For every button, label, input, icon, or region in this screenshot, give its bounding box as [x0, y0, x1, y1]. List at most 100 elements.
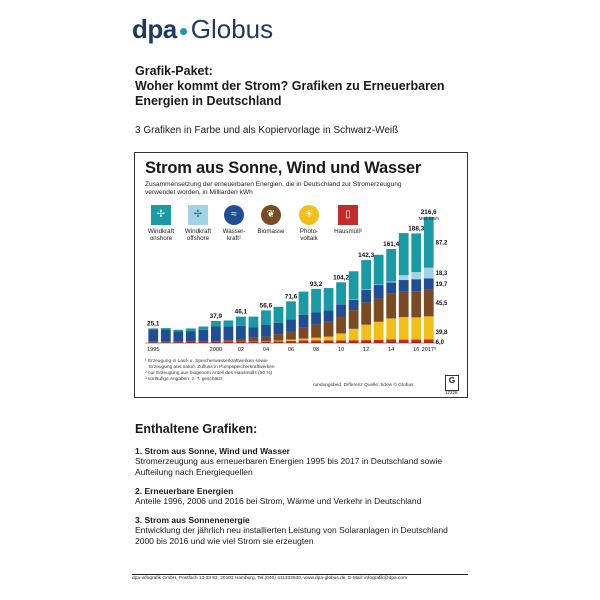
bar-segment [210, 326, 221, 341]
legend-item-household-waste: ▯ Hausmüll² [330, 205, 366, 235]
list-item: 3. Strom aus Sonnenenergie Entwicklung d… [135, 515, 475, 547]
legend-item-wind-onshore: ✢ Windkraft onshore [143, 205, 179, 242]
bar-segment [336, 304, 346, 317]
chart-subtitle: Zusammensetzung der erneuerbaren Energie… [145, 181, 445, 197]
total-label: 25,1 [147, 320, 160, 327]
bar-segment [386, 248, 397, 282]
total-label: 142,3 [358, 252, 374, 259]
bar-segment [261, 336, 271, 342]
bar-segment [423, 278, 434, 290]
bar-segment [323, 288, 334, 311]
dpa-globus-logo: dpa Globus [132, 14, 273, 45]
x-tick-label: 02 [238, 347, 244, 353]
bar-segment [298, 314, 309, 328]
bar-segment [298, 338, 309, 341]
bar-segment [286, 319, 296, 331]
bar-segment [248, 316, 259, 328]
bar-segment [323, 340, 334, 343]
headline-line-1: Woher kommt der Strom? Grafiken zu Erneu… [135, 79, 445, 93]
x-tick-label: 10 [338, 347, 344, 353]
bar-segment [311, 312, 321, 325]
bar-segment [373, 298, 384, 322]
bar-segment [185, 341, 196, 342]
bar-segment [423, 289, 434, 317]
bar-segment [223, 326, 234, 341]
bar-segment [273, 334, 284, 341]
footnote-1b: Erzeugung aus natürl. Zufluss in Pumpspe… [149, 365, 275, 370]
legend-label: Windkraft [184, 228, 212, 235]
legend-label: Wasser- [222, 228, 246, 235]
bar-segment [223, 340, 234, 342]
bar-segment [148, 328, 159, 330]
bar-segment [223, 341, 234, 343]
unit-label: Mrd. kWh [418, 216, 439, 222]
bar-segment [236, 341, 246, 343]
bar-segment [323, 321, 334, 337]
legend-label: offshore [186, 235, 210, 242]
bar-segment [148, 342, 159, 343]
bar-segment [348, 310, 359, 329]
footnote-2: ² nur Erzeugung aus biogenem Anteil des … [145, 371, 273, 376]
bar-segment [423, 267, 434, 279]
x-tick-label: 2000 [210, 347, 222, 353]
list-item: 1. Strom aus Sonne, Wind und Wasser Stro… [135, 446, 475, 478]
bar-segment [173, 341, 184, 343]
x-tick-label: 14 [388, 347, 394, 353]
intro-block: Grafik-Paket: Woher kommt der Strom? Gra… [135, 64, 475, 136]
wind-turbine-icon: ✢ [151, 205, 171, 225]
bar-segment [336, 316, 346, 334]
sun-icon: ☀ [299, 205, 319, 225]
series-end-label: 19,7 [436, 282, 448, 288]
bar-segment [398, 339, 409, 343]
bar-segment [173, 342, 184, 343]
footer-contact: dpa-infografik GmbH, Postfach 13 03 93, … [132, 576, 408, 581]
bar-segment [185, 328, 196, 332]
bar-segment [185, 341, 196, 343]
bar-segment [248, 337, 259, 342]
bar-segment [398, 291, 409, 318]
bar-segment [386, 293, 397, 319]
stacked-bar-chart: 25,1 37,9 46,1 56,6 71,6 93,2 104,2 142,3 161,4 1… [145, 209, 448, 353]
bar-segment [373, 284, 384, 286]
bar-segment [248, 341, 259, 343]
bar-segment [398, 317, 409, 340]
bar-segment [261, 310, 271, 325]
bar-segment [286, 301, 296, 320]
bar-segment [348, 340, 359, 343]
item-desc: Aufteilung nach Energiequellen [135, 467, 253, 477]
footnote-1: ¹ Erzeugung in Lauf- u. Speicherwasserkr… [145, 359, 268, 364]
item-desc: 2000 bis 2016 und wie viel Strom sie erz… [135, 536, 314, 546]
bar-segment [411, 339, 422, 343]
series-end-label: 39,8 [436, 330, 448, 336]
bar-segment [160, 342, 171, 343]
legend-item-hydro: ≈ Wasser- kraft¹ [216, 205, 252, 242]
legend-label: voltaik [300, 235, 318, 242]
bar-segment [323, 336, 334, 341]
bar-segment [336, 333, 346, 341]
x-tick-label: 12 [363, 347, 369, 353]
series-end-label: 45,5 [436, 301, 448, 307]
bar-segment [298, 291, 309, 315]
bar-segment [311, 324, 321, 338]
logo-globus-text: Globus [190, 14, 274, 44]
bar-segment [373, 254, 384, 285]
bar-segment [261, 325, 271, 337]
legend-label: Hausmüll² [334, 228, 362, 235]
leaf-icon: ❦ [261, 205, 281, 225]
bar-segment [173, 329, 184, 332]
bar-segment [386, 339, 397, 343]
legend-label: Biomasse [257, 228, 285, 235]
included-title: Enthaltene Grafiken: [135, 422, 258, 436]
chart-graphic: 25,1 37,9 46,1 56,6 71,6 93,2 104,2 142,3 161,4 1… [134, 152, 468, 398]
chart-subtitle-line-1: Zusammensetzung der erneuerbaren Energie… [145, 181, 402, 188]
bar-segment [398, 233, 409, 276]
logo-dot [179, 28, 187, 35]
series-end-label: 18,3 [436, 271, 448, 277]
legend-label: Photo- [299, 228, 319, 235]
bar-segment [386, 282, 397, 294]
bar-segment [386, 281, 397, 283]
bar-segment [223, 320, 234, 327]
chart-footnotes: ¹ Erzeugung in Lauf- u. Speicherwasserkr… [145, 359, 345, 383]
bar-segment [236, 316, 246, 326]
bar-segment [148, 329, 159, 342]
